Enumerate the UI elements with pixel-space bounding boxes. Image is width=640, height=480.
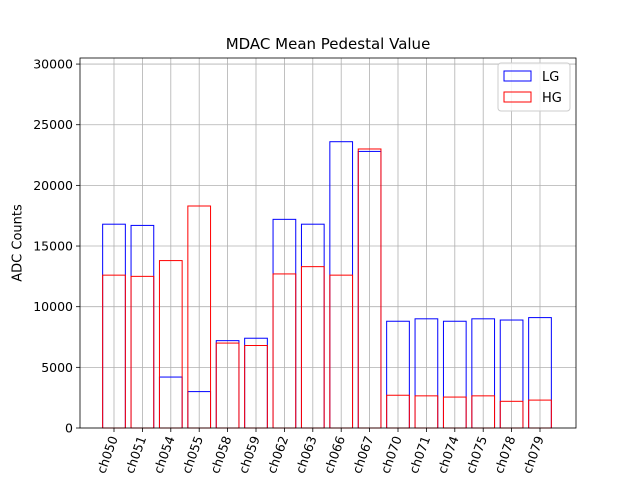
y-tick-label: 10000 [33,299,73,314]
legend-swatch-lg [503,70,532,82]
y-tick-label: 20000 [33,178,73,193]
y-tick-label: 30000 [33,57,73,72]
y-axis-label: ADC Counts [11,204,26,282]
legend-label-lg: LG [542,70,559,85]
plot-frame [79,57,577,429]
y-tick-label: 5000 [41,360,73,375]
legend-label-hg: HG [542,91,562,106]
y-tick-label: 0 [65,421,73,436]
y-tick-label: 25000 [33,117,73,132]
chart-title: MDAC Mean Pedestal Value [226,35,431,53]
y-axis: 0 5000 10000 15000 20000 25000 30000 [33,57,80,436]
y-tick-label: 15000 [33,239,73,254]
legend-swatch-hg [503,91,532,103]
legend: LG HG [497,62,571,112]
grid-lines [80,58,576,429]
legend-box [497,62,571,112]
